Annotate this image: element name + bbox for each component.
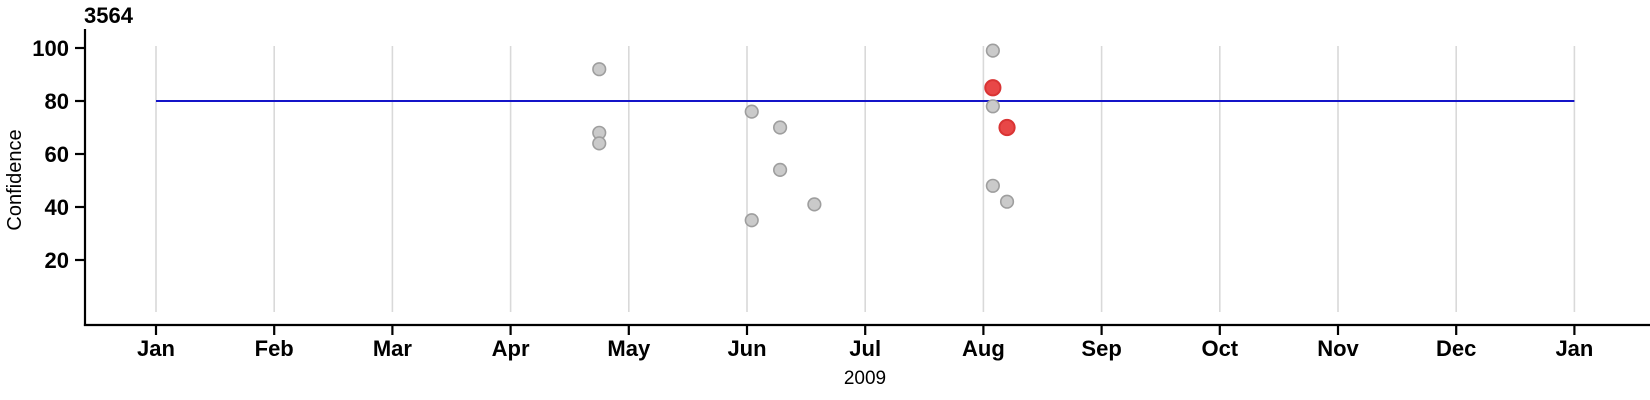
x-tick-label: Aug xyxy=(962,336,1005,361)
x-tick-label: Jan xyxy=(1555,336,1593,361)
data-point[interactable] xyxy=(592,62,607,77)
data-point[interactable] xyxy=(999,194,1015,209)
data-point[interactable] xyxy=(772,120,788,135)
x-axis-title: 2009 xyxy=(844,368,886,389)
x-tick-label: Jan xyxy=(137,336,175,361)
tick-layer: 20 40 60 80 100 Jan Feb Mar Apr May Jun Jul Aug Sep Oc… xyxy=(32,36,1593,361)
data-point[interactable] xyxy=(592,136,607,151)
x-tick-label: Apr xyxy=(492,336,530,361)
y-tick-label: 60 xyxy=(45,142,69,167)
y-tick-label: 100 xyxy=(32,36,69,61)
x-tick-label: Dec xyxy=(1436,336,1476,361)
x-tick-label: Nov xyxy=(1317,336,1359,361)
y-axis-title: Confidence xyxy=(4,129,26,230)
data-point[interactable] xyxy=(772,162,788,177)
x-tick-label: May xyxy=(607,336,651,361)
y-tick-label: 20 xyxy=(45,248,69,273)
x-tick-label: Oct xyxy=(1201,336,1238,361)
highlighted-data-point[interactable] xyxy=(998,118,1016,137)
data-point[interactable] xyxy=(807,197,822,212)
chart-title: 3564 xyxy=(84,3,134,28)
x-tick-label: Feb xyxy=(255,336,294,361)
data-point[interactable] xyxy=(985,43,1000,58)
gridline-layer xyxy=(155,46,1576,312)
highlighted-data-point[interactable] xyxy=(984,79,1002,97)
data-point[interactable] xyxy=(744,104,759,119)
y-tick-label: 80 xyxy=(45,89,69,114)
x-tick-label: Jul xyxy=(849,336,881,361)
data-point[interactable] xyxy=(985,99,1000,114)
y-tick-label: 40 xyxy=(45,195,69,220)
x-tick-label: Jun xyxy=(727,336,766,361)
axis-layer xyxy=(83,29,1650,327)
x-tick-label: Mar xyxy=(373,336,413,361)
data-point[interactable] xyxy=(744,213,759,228)
data-point-layer xyxy=(592,43,1016,228)
x-tick-label: Sep xyxy=(1081,336,1121,361)
data-point[interactable] xyxy=(985,178,1000,193)
